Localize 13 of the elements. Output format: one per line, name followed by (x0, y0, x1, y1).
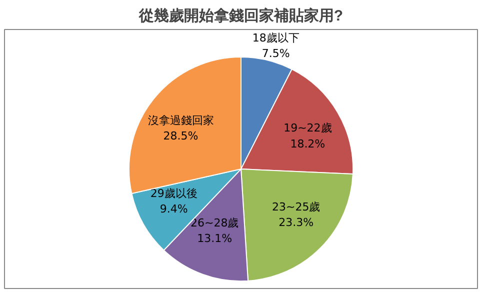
data-label: 7.5% (262, 46, 290, 60)
data-label: 23.3% (278, 216, 314, 230)
chart-title: 從幾歲開始拿錢回家補貼家用? (138, 6, 344, 24)
slice-label: 沒拿過錢回家 (148, 114, 214, 127)
data-label: 18.2% (290, 137, 326, 150)
data-label: 9.4% (160, 202, 188, 216)
slice-label: 18歲以下 (252, 31, 300, 44)
slice-label: 23~25歲 (272, 200, 320, 214)
data-label: 28.5% (163, 129, 198, 142)
slice-label: 26~28歲 (190, 216, 239, 230)
slice-label: 19~22歲 (284, 122, 332, 135)
data-label: 13.1% (197, 232, 232, 245)
slice-label: 29歲以後 (150, 187, 198, 200)
